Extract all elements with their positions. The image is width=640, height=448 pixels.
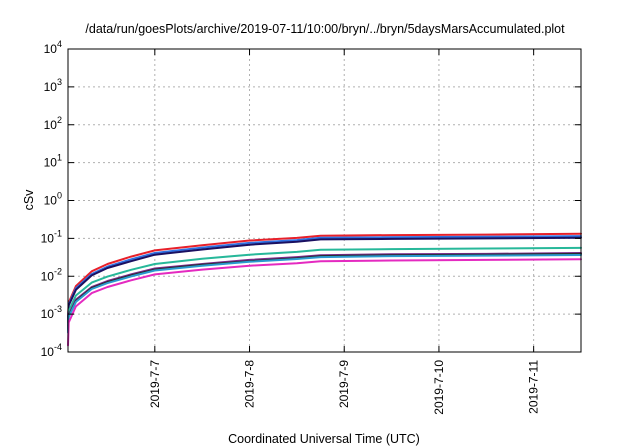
chart-title: /data/run/goesPlots/archive/2019-07-11/1… [85,22,565,36]
y-tick-exponent: -4 [54,342,62,352]
y-tick-label: 10-2 [41,266,62,283]
series-line-7 [67,254,582,334]
x-tick-label: 2019-7-9 [337,360,351,408]
y-tick-base: 10 [44,42,58,56]
x-tick-label: 2019-7-7 [148,360,162,408]
x-tick-label: 2019-7-8 [243,360,257,408]
y-tick-label: 10-4 [41,342,62,359]
y-tick-exponent: -1 [54,228,62,238]
series-line-1 [67,232,582,319]
y-tick-base: 10 [44,194,58,208]
y-tick-exponent: -2 [54,266,62,276]
y-tick-base: 10 [44,156,58,170]
series-line-2 [67,235,582,321]
series-line-3 [67,236,582,324]
x-tick-label: 2019-7-11 [527,360,541,414]
y-tick-base: 10 [41,231,55,245]
series-line-8 [67,258,582,347]
y-tick-exponent: 2 [57,115,62,125]
y-tick-base: 10 [44,80,58,94]
series-line-5 [67,252,582,331]
y-tick-exponent: 4 [57,39,62,49]
series-line-4 [67,246,582,327]
y-tick-base: 10 [41,345,55,359]
y-tick-exponent: 1 [57,153,62,163]
y-tick-base: 10 [41,269,55,283]
y-tick-label: 104 [44,39,62,56]
y-tick-base: 10 [44,118,58,132]
x-axis: 2019-7-7 2019-7-8 2019-7-9 2019-7-10 2019-7-… [148,49,541,415]
y-tick-exponent: -3 [54,304,62,314]
y-tick-label: 103 [44,77,62,94]
y-tick-label: 10-3 [41,304,62,321]
y-tick-label: 10-1 [41,228,62,245]
series-layer [67,232,582,347]
y-tick-label: 100 [44,191,62,208]
x-tick-label: 2019-7-10 [432,360,446,415]
grid [68,49,581,352]
x-axis-label: Coordinated Universal Time (UTC) [228,432,420,446]
y-tick-exponent: 3 [57,77,62,87]
y-tick-label: 102 [44,115,62,132]
y-axis-label: cSv [22,189,36,211]
y-tick-exponent: 0 [57,191,62,201]
y-tick-base: 10 [41,307,55,321]
y-tick-label: 101 [44,153,62,170]
